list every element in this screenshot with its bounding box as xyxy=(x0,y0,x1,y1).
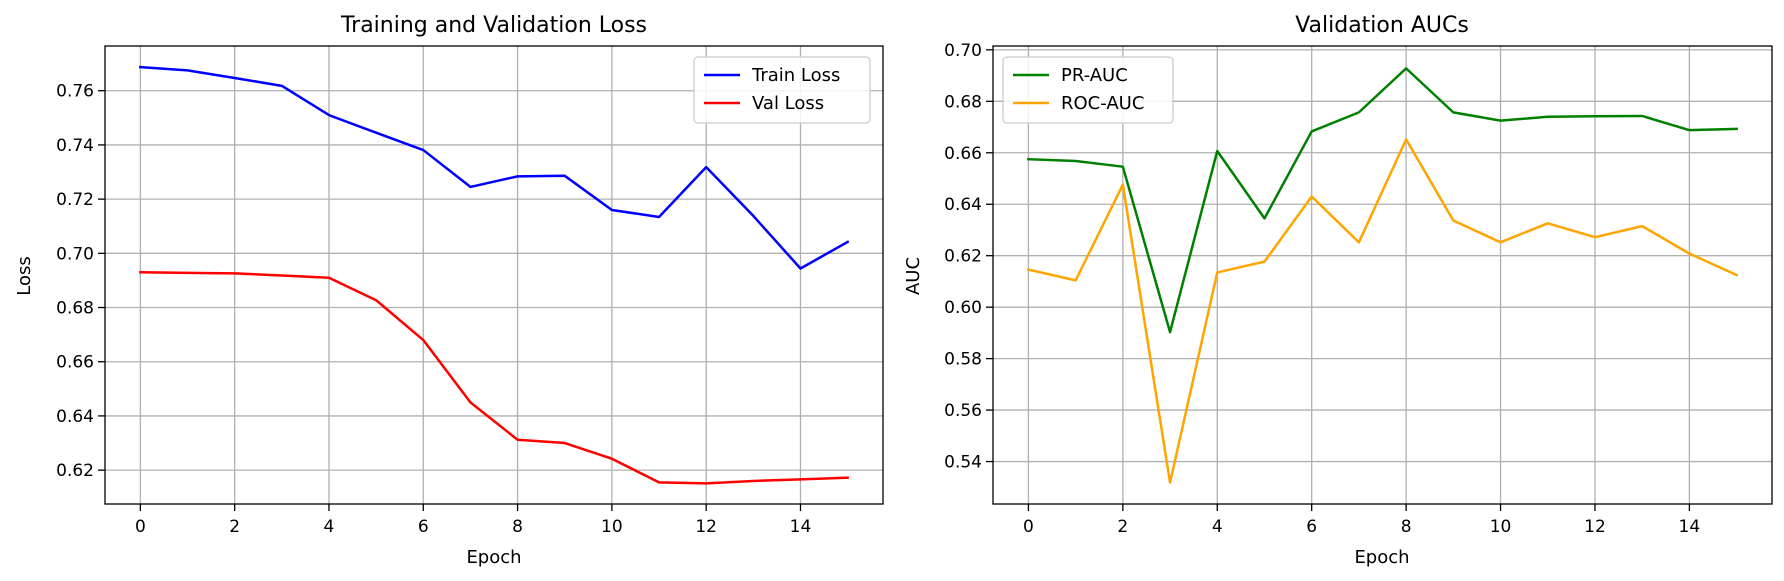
y-tick-label: 0.66 xyxy=(944,144,982,164)
y-tick-label: 0.74 xyxy=(56,136,94,156)
grid-lines xyxy=(993,46,1772,504)
x-tick-label: 4 xyxy=(1212,517,1223,537)
series-line-1 xyxy=(139,65,850,270)
legend-entry-label: PR-AUC xyxy=(1061,65,1128,86)
y-tick-label: 0.62 xyxy=(944,247,982,267)
auc-chart-panel: Validation AUCs Epoch AUC 0 2 4 6 8 10 12 14 0.5… xyxy=(903,13,1773,568)
x-tick-label: 8 xyxy=(1401,517,1412,537)
plot-frame xyxy=(104,45,884,505)
x-tick-label: 8 xyxy=(512,517,523,537)
chart-title: Training and Validation Loss xyxy=(340,13,647,38)
legend-entry-label: Val Loss xyxy=(752,93,824,114)
y-tick-label: 0.58 xyxy=(944,350,982,370)
x-tick-label: 14 xyxy=(1679,517,1701,537)
y-axis-label: Loss xyxy=(14,256,35,295)
y-tick-label: 0.68 xyxy=(56,299,94,319)
y-tick-label: 0.56 xyxy=(944,401,982,421)
loss-chart-panel: Training and Validation Loss Epoch Loss … xyxy=(14,13,884,568)
x-tick-label: 10 xyxy=(601,517,623,537)
series-line-1 xyxy=(1027,67,1738,334)
y-tick-label: 0.70 xyxy=(56,244,94,264)
x-axis-label: Epoch xyxy=(1354,547,1409,568)
y-tick-label: 0.54 xyxy=(944,453,982,473)
x-tick-label: 12 xyxy=(1584,517,1606,537)
x-tick-label: 10 xyxy=(1490,517,1512,537)
y-axis-label: AUC xyxy=(903,257,924,295)
y-tick-label: 0.76 xyxy=(56,82,94,102)
x-tick-label: 0 xyxy=(1023,517,1034,537)
legend-entry-label: Train Loss xyxy=(751,65,840,86)
y-tick-label: 0.72 xyxy=(56,190,94,210)
series-line-2 xyxy=(1026,138,1739,484)
legend-box xyxy=(693,56,871,124)
y-tick-label: 0.70 xyxy=(944,41,982,61)
series-line-2 xyxy=(139,271,849,485)
y-tick-label: 0.62 xyxy=(56,461,94,481)
legend: Train Loss Val Loss xyxy=(693,56,871,124)
plot-frame xyxy=(992,45,1773,505)
legend: PR-AUC ROC-AUC xyxy=(1002,56,1174,124)
x-tick-label: 6 xyxy=(1306,517,1317,537)
x-tick-label: 4 xyxy=(324,517,335,537)
legend-box xyxy=(1002,56,1174,124)
y-tick-label: 0.66 xyxy=(56,353,94,373)
y-tick-label: 0.64 xyxy=(56,407,94,427)
x-tick-label: 2 xyxy=(1117,517,1128,537)
x-tick-label: 14 xyxy=(790,517,812,537)
y-tick-label: 0.68 xyxy=(944,92,982,112)
chart-title: Validation AUCs xyxy=(1295,13,1469,38)
y-tick-label: 0.60 xyxy=(944,298,982,318)
legend-entry-label: ROC-AUC xyxy=(1061,93,1144,114)
x-tick-label: 2 xyxy=(229,517,240,537)
x-tick-label: 0 xyxy=(135,517,146,537)
x-tick-label: 6 xyxy=(418,517,429,537)
y-tick-label: 0.64 xyxy=(944,195,982,215)
x-axis-label: Epoch xyxy=(466,547,521,568)
x-tick-label: 12 xyxy=(695,517,717,537)
